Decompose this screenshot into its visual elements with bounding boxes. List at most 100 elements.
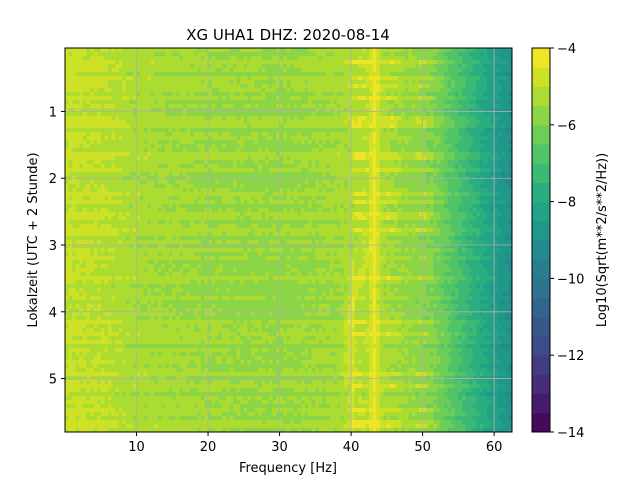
heatmap-cell — [233, 76, 238, 81]
heatmap-cell — [304, 164, 309, 169]
heatmap-cell — [454, 184, 459, 189]
heatmap-cell — [82, 180, 88, 185]
heatmap-cell — [157, 96, 163, 101]
heatmap-cell — [436, 60, 442, 65]
heatmap-cell — [461, 80, 467, 85]
heatmap-cell — [168, 92, 173, 97]
heatmap-cell — [193, 144, 198, 149]
heatmap-cell — [200, 116, 206, 121]
heatmap-cell — [261, 84, 266, 89]
heatmap-cell — [132, 104, 138, 109]
heatmap-cell — [436, 164, 442, 169]
heatmap-cell — [479, 100, 484, 105]
heatmap-cell — [82, 184, 88, 189]
heatmap-cell — [107, 60, 113, 65]
heatmap-cell — [168, 200, 173, 205]
heatmap-cell — [172, 100, 177, 105]
heatmap-cell — [254, 64, 259, 69]
heatmap-cell — [415, 188, 420, 193]
heatmap-cell — [129, 144, 134, 149]
heatmap-cell — [479, 56, 484, 61]
heatmap-cell — [333, 116, 338, 121]
heatmap-cell — [132, 80, 138, 85]
heatmap-cell — [132, 140, 138, 145]
heatmap-cell — [261, 188, 266, 193]
heatmap-cell — [301, 132, 306, 137]
heatmap-cell — [322, 48, 327, 53]
heatmap-cell — [340, 204, 345, 209]
heatmap-cell — [165, 156, 170, 161]
heatmap-cell — [272, 136, 277, 141]
heatmap-cell — [132, 152, 138, 157]
heatmap-cell — [233, 88, 238, 93]
heatmap-cell — [444, 72, 449, 77]
heatmap-cell — [440, 92, 445, 97]
heatmap-cell — [247, 180, 252, 185]
heatmap-cell — [179, 164, 184, 169]
heatmap-cell — [426, 168, 431, 173]
heatmap-cell — [379, 188, 384, 193]
heatmap-cell — [243, 76, 248, 81]
heatmap-cell — [90, 140, 95, 145]
heatmap-cell — [168, 72, 173, 77]
heatmap-cell — [293, 96, 299, 101]
heatmap-cell — [150, 72, 155, 77]
heatmap-cell — [72, 136, 77, 141]
heatmap-cell — [186, 192, 191, 197]
heatmap-cell — [397, 172, 402, 177]
heatmap-cell — [254, 164, 259, 169]
heatmap-cell — [504, 100, 510, 105]
heatmap-cell — [315, 116, 320, 121]
heatmap-cell — [125, 80, 130, 85]
heatmap-cell — [243, 116, 248, 121]
heatmap-cell — [429, 196, 434, 201]
heatmap-cell — [258, 64, 263, 69]
heatmap-cell — [161, 96, 166, 101]
heatmap-cell — [461, 60, 467, 65]
heatmap-cell — [165, 48, 170, 53]
heatmap-cell — [361, 92, 366, 97]
heatmap-cell — [190, 112, 195, 117]
heatmap-cell — [326, 52, 331, 57]
heatmap-cell — [333, 88, 338, 93]
heatmap-cell — [297, 116, 302, 121]
heatmap-cell — [336, 180, 341, 185]
heatmap-cell — [479, 148, 484, 153]
heatmap-cell — [93, 96, 98, 101]
heatmap-cell — [193, 136, 198, 141]
heatmap-cell — [365, 100, 370, 105]
heatmap-cell — [111, 172, 116, 177]
heatmap-cell — [157, 136, 163, 141]
heatmap-cell — [247, 92, 252, 97]
heatmap-cell — [218, 48, 223, 53]
heatmap-cell — [90, 112, 95, 117]
heatmap-cell — [197, 116, 202, 121]
heatmap-cell — [293, 76, 299, 81]
heatmap-cell — [293, 120, 299, 125]
heatmap-cell — [233, 92, 238, 97]
heatmap-cell — [229, 160, 234, 165]
heatmap-cell — [65, 164, 70, 169]
heatmap-cell — [268, 48, 274, 53]
heatmap-cell — [136, 204, 141, 209]
heatmap-cell — [236, 172, 241, 177]
heatmap-cell — [150, 112, 155, 117]
heatmap-cell — [211, 72, 216, 77]
heatmap-cell — [268, 52, 274, 57]
heatmap-cell — [165, 200, 170, 205]
heatmap-cell — [483, 184, 488, 189]
heatmap-cell — [118, 68, 123, 73]
heatmap-cell — [472, 68, 477, 73]
heatmap-cell — [393, 144, 399, 149]
heatmap-cell — [168, 148, 173, 153]
heatmap-cell — [347, 196, 352, 201]
heatmap-cell — [204, 148, 209, 153]
heatmap-cell — [301, 196, 306, 201]
heatmap-cell — [472, 172, 477, 177]
heatmap-cell — [93, 128, 98, 133]
heatmap-cell — [175, 60, 181, 65]
heatmap-cell — [386, 188, 392, 193]
heatmap-cell — [157, 76, 163, 81]
heatmap-cell — [68, 148, 73, 153]
heatmap-cell — [283, 120, 288, 125]
